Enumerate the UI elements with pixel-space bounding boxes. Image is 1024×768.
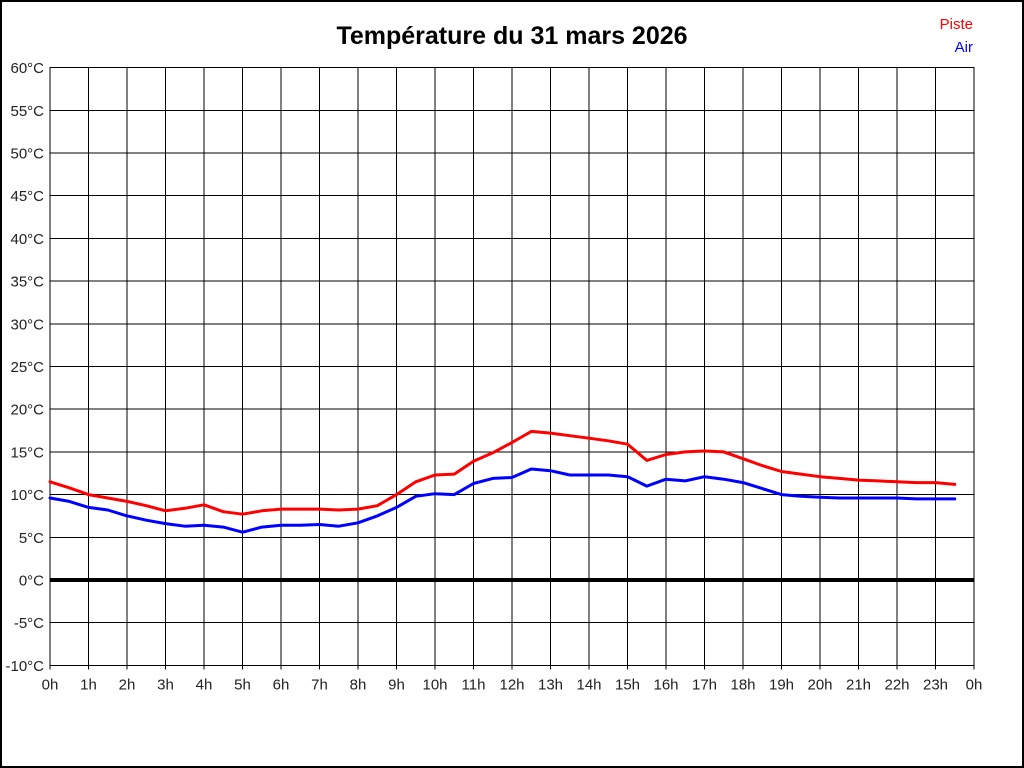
y-tick-label: 60°C — [10, 60, 44, 77]
y-tick-label: 30°C — [10, 316, 44, 333]
x-tick-label: 18h — [730, 676, 755, 693]
x-tick-label: 14h — [576, 676, 601, 693]
x-tick-label: 23h — [923, 676, 948, 693]
y-tick-label: 20°C — [10, 402, 44, 419]
chart-legend: Piste Air — [940, 13, 973, 59]
x-tick-label: 15h — [615, 676, 640, 693]
x-tick-label: 21h — [846, 676, 871, 693]
x-tick-label: 1h — [80, 676, 97, 693]
x-tick-label: 12h — [499, 676, 524, 693]
x-tick-label: 17h — [692, 676, 717, 693]
legend-item-piste: Piste — [939, 16, 973, 33]
y-tick-label: -5°C — [14, 615, 44, 632]
x-tick-label: 0h — [42, 676, 59, 693]
series-line-air — [48, 467, 957, 534]
x-tick-label: 4h — [196, 676, 213, 693]
y-tick-label: 35°C — [10, 274, 44, 291]
x-tick-label: 10h — [422, 676, 447, 693]
x-tick-label: 0h — [966, 676, 983, 693]
x-tick-label: 5h — [234, 676, 251, 693]
y-tick-label: 55°C — [10, 103, 44, 120]
x-tick-label: 2h — [119, 676, 136, 693]
x-tick-label: 11h — [462, 676, 486, 693]
chart-title: Température du 31 mars 2026 — [336, 22, 688, 50]
y-tick-label: 0°C — [19, 573, 44, 590]
y-tick-label: -10°C — [5, 658, 44, 675]
y-tick-label: 15°C — [10, 444, 44, 461]
legend-item-air: Air — [954, 39, 973, 56]
x-tick-label: 16h — [653, 676, 678, 693]
x-tick-label: 20h — [807, 676, 832, 693]
plot-border — [49, 67, 975, 666]
x-tick-label: 19h — [769, 676, 794, 693]
y-tick-label: 45°C — [10, 188, 44, 205]
x-tick-label: 7h — [311, 676, 328, 693]
x-tick-label: 6h — [273, 676, 290, 693]
y-tick-label: 10°C — [10, 487, 44, 504]
y-tick-label: 50°C — [10, 146, 44, 163]
x-tick-label: 9h — [388, 676, 405, 693]
x-tick-label: 13h — [538, 676, 563, 693]
x-tick-label: 22h — [884, 676, 909, 693]
y-tick-label: 25°C — [10, 359, 44, 376]
y-tick-label: 5°C — [19, 530, 44, 547]
x-tick-label: 8h — [350, 676, 367, 693]
y-tick-label: 40°C — [10, 231, 44, 248]
series-line-piste — [48, 429, 957, 516]
x-tick-label: 3h — [157, 676, 174, 693]
